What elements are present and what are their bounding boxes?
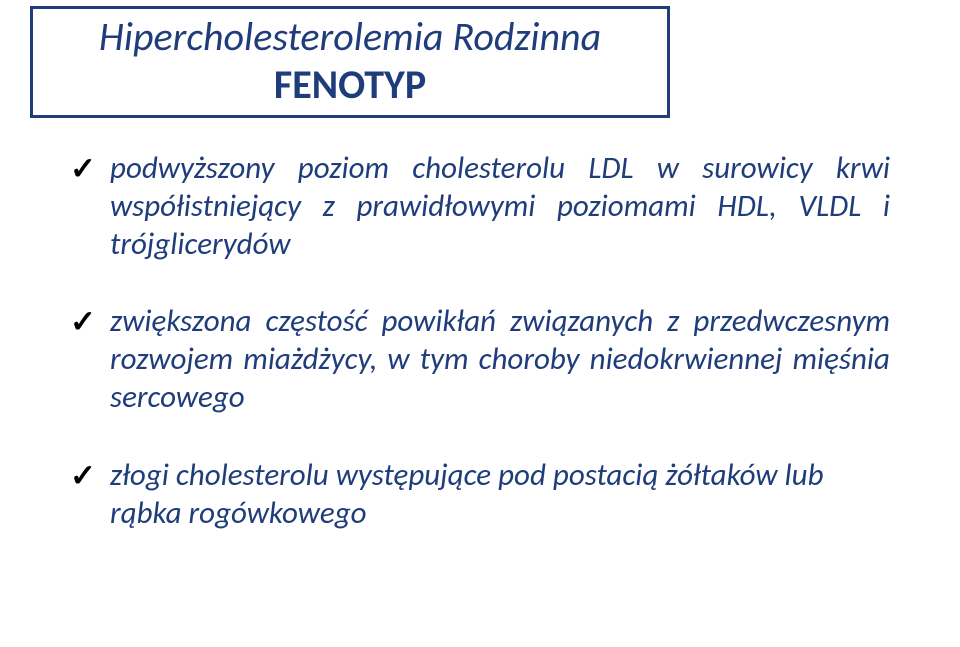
check-icon: ✓ (70, 461, 110, 492)
check-icon: ✓ (70, 307, 110, 338)
body: ✓ podwyższony poziom cholesterolu LDL w … (70, 150, 890, 533)
bullet-text: złogi cholesterolu występujące pod posta… (110, 457, 890, 533)
bullet-item: ✓ zwiększona częstość powikłań związanyc… (70, 303, 890, 416)
slide: Hipercholesterolemia Rodzinna FENOTYP ✓ … (0, 0, 960, 647)
title-box: Hipercholesterolemia Rodzinna FENOTYP (30, 6, 670, 118)
bullet-item: ✓ złogi cholesterolu występujące pod pos… (70, 457, 890, 533)
bullet-text: podwyższony poziom cholesterolu LDL w su… (110, 150, 890, 263)
check-icon: ✓ (70, 154, 110, 185)
title-line2: FENOTYP (33, 61, 667, 109)
title-line1: Hipercholesterolemia Rodzinna (33, 13, 667, 61)
bullet-item: ✓ podwyższony poziom cholesterolu LDL w … (70, 150, 890, 263)
bullet-text: zwiększona częstość powikłań związanych … (110, 303, 890, 416)
